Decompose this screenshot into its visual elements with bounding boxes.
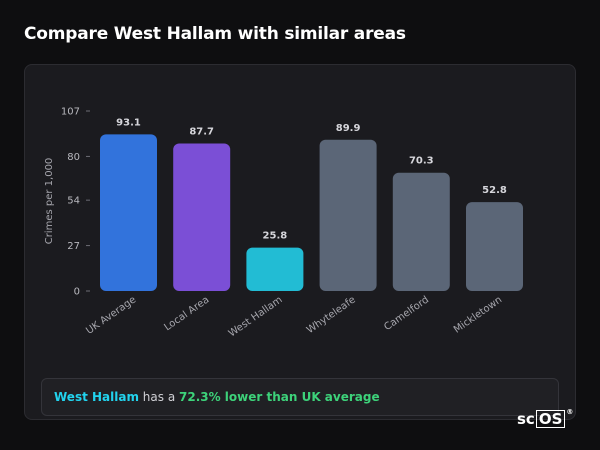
- summary-banner: West Hallam has a 72.3% lower than UK av…: [41, 378, 559, 416]
- bar-value-label: 25.8: [263, 231, 288, 242]
- y-tick-label: 54: [67, 196, 80, 207]
- x-category-label: West Hallam: [227, 294, 285, 339]
- logo-registered-mark: ®: [566, 408, 574, 416]
- bar: [100, 134, 157, 291]
- bar: [173, 143, 231, 291]
- x-category-label: Camelford: [382, 294, 431, 333]
- bar: [319, 139, 377, 291]
- bar-value-label: 93.1: [116, 117, 141, 128]
- bar: [246, 247, 304, 291]
- summary-connector: has a: [138, 390, 179, 404]
- x-category-label: Local Area: [162, 294, 211, 333]
- summary-area-name: West Hallam: [54, 390, 139, 404]
- scos-logo: sc OS ®: [517, 408, 573, 430]
- y-tick-label: 80: [67, 152, 80, 163]
- page-title: Compare West Hallam with similar areas: [24, 24, 406, 44]
- bar: [466, 202, 523, 291]
- y-axis-title: Crimes per 1,000: [44, 158, 55, 245]
- summary-stat: 72.3% lower than UK average: [179, 390, 380, 404]
- y-tick-label: 0: [74, 287, 80, 298]
- logo-prefix: sc: [517, 410, 535, 428]
- bar-value-label: 89.9: [336, 123, 361, 134]
- bar-value-label: 87.7: [189, 126, 214, 137]
- bar-chart: 0 27 54 80 107 Crimes per 1,000 93.1 UK Average…: [44, 107, 523, 340]
- bar-value-label: 70.3: [409, 156, 434, 167]
- x-category-label: Mickletown: [452, 294, 504, 335]
- chart-card: 0 27 54 80 107 Crimes per 1,000 93.1 UK Average…: [24, 64, 576, 420]
- y-tick-label: 107: [61, 107, 80, 118]
- y-tick-label: 27: [67, 241, 80, 252]
- x-category-label: UK Average: [84, 294, 138, 336]
- logo-boxed: OS: [535, 410, 566, 428]
- bar-value-label: 52.8: [482, 185, 507, 196]
- bar: [392, 172, 450, 291]
- x-category-label: Whyteleafe: [305, 294, 358, 336]
